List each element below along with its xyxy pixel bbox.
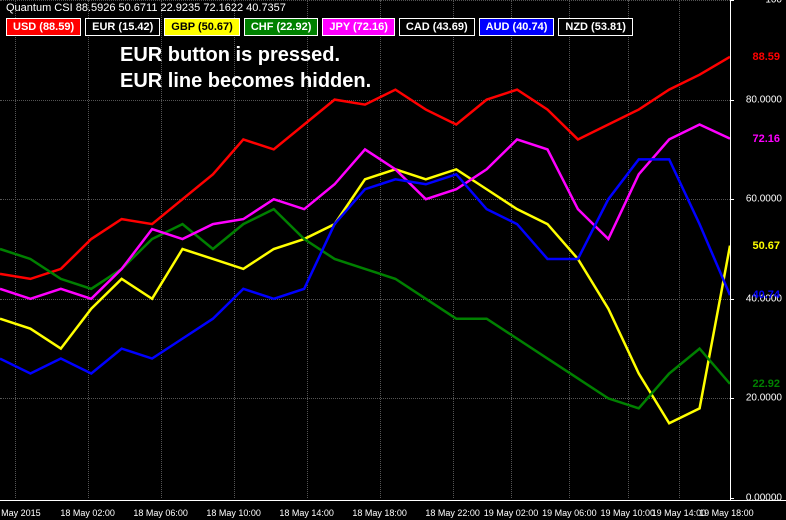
series-line-gbp <box>0 169 730 423</box>
end-label-chf: 22.92 <box>752 378 780 390</box>
currency-buttons: USD (88.59)EUR (15.42)GBP (50.67)CHF (22… <box>6 18 633 36</box>
x-tick-label: 18 May 10:00 <box>206 508 261 518</box>
end-label-usd: 88.59 <box>752 51 780 63</box>
currency-button-jpy[interactable]: JPY (72.16) <box>322 18 395 36</box>
y-tick-label: 60.0000 <box>746 194 782 205</box>
currency-button-gbp[interactable]: GBP (50.67) <box>164 18 240 36</box>
end-label-gbp: 50.67 <box>752 240 780 252</box>
y-tick-label: 80.0000 <box>746 94 782 105</box>
series-line-jpy <box>0 125 730 299</box>
y-axis: 0.0000020.000040.000060.000080.000010088… <box>730 0 786 500</box>
y-tick-label: 100 <box>765 0 782 6</box>
y-tick-label: 20.0000 <box>746 393 782 404</box>
annotation-line2: EUR line becomes hidden. <box>120 68 371 94</box>
x-axis: 15 May 2015 18 May 02:00 18 May 06:00 18 Ma… <box>0 500 786 520</box>
x-tick-label: 18 May 02:00 <box>60 508 115 518</box>
x-tick-label: 18 May 06:00 <box>133 508 188 518</box>
x-tick-label: 18 May 22:00 <box>425 508 480 518</box>
annotation-text: EUR button is pressed. EUR line becomes … <box>120 42 371 94</box>
x-tick-label: 19 May 06:00 <box>542 508 597 518</box>
currency-button-eur[interactable]: EUR (15.42) <box>85 18 160 36</box>
end-label-aud: 40.74 <box>752 289 780 301</box>
series-line-chf <box>0 209 730 408</box>
indicator-header: Quantum CSI 88.5926 50.6711 22.9235 72.1… <box>6 2 286 14</box>
annotation-line1: EUR button is pressed. <box>120 42 371 68</box>
end-label-jpy: 72.16 <box>752 133 780 145</box>
currency-button-cad[interactable]: CAD (43.69) <box>399 18 475 36</box>
currency-button-chf[interactable]: CHF (22.92) <box>244 18 319 36</box>
currency-button-usd[interactable]: USD (88.59) <box>6 18 81 36</box>
x-tick-label: 18 May 14:00 <box>279 508 334 518</box>
currency-button-nzd[interactable]: NZD (53.81) <box>558 18 633 36</box>
x-tick-label: 19 May 10:00 <box>601 508 656 518</box>
x-tick-label: 19 May 02:00 <box>484 508 539 518</box>
x-tick-label: 15 May 2015 <box>0 508 41 518</box>
x-tick-label: 18 May 18:00 <box>352 508 407 518</box>
x-tick-label: 19 May 18:00 <box>699 508 754 518</box>
currency-button-aud[interactable]: AUD (40.74) <box>479 18 555 36</box>
series-line-aud <box>0 159 730 373</box>
x-tick-label: 19 May 14:00 <box>652 508 707 518</box>
